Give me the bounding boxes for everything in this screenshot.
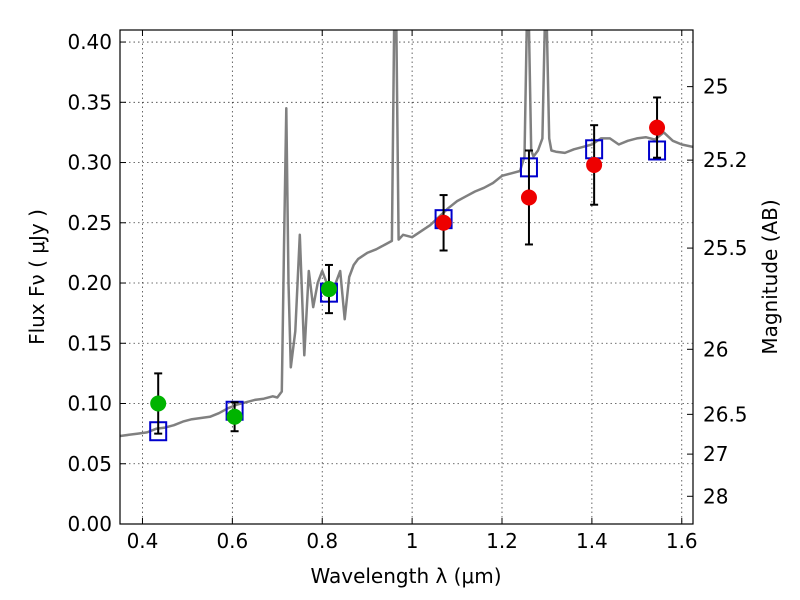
near-ir-observations-marker: [586, 156, 603, 173]
magnitude-tick-label: 25: [703, 75, 728, 99]
plot-frame: [119, 29, 694, 525]
magnitude-tick-label: 27: [703, 442, 728, 466]
x-tick-label: 1: [406, 529, 419, 553]
optical-observations-marker: [226, 408, 243, 425]
magnitude-tick-label: 25.2: [703, 148, 748, 172]
x-tick-label: 0.8: [306, 529, 338, 553]
y-axis-right-label: Magnitude (AB): [758, 199, 782, 354]
y-tick-label: 0.25: [67, 211, 112, 235]
y-tick-label: 0.35: [67, 90, 112, 114]
x-tick-label: 1.2: [486, 529, 518, 553]
y-tick-label: 0.40: [67, 30, 112, 54]
grid: [120, 30, 693, 525]
near-ir-observations-marker: [520, 189, 537, 206]
x-tick-label: 0.4: [127, 529, 159, 553]
y-tick-label: 0.05: [67, 452, 112, 476]
y-tick-label: 0.10: [67, 392, 112, 416]
near-ir-observations-marker: [649, 119, 666, 136]
magnitude-tick-label: 25.5: [703, 236, 748, 260]
x-tick-label: 1.6: [666, 529, 698, 553]
plot-area: [120, 30, 693, 442]
y-tick-label: 0.00: [67, 512, 112, 536]
x-tick-label: 0.6: [216, 529, 248, 553]
y-tick-label: 0.20: [67, 271, 112, 295]
x-axis-label: Wavelength λ (μm): [310, 564, 501, 588]
magnitude-tick-label: 26.5: [703, 402, 748, 426]
magnitude-tick-label: 28: [703, 484, 728, 508]
model-spectrum-line: [120, 30, 693, 438]
optical-observations-marker: [320, 281, 337, 298]
y-axis-label: Flux Fν ( μJy ): [25, 209, 49, 345]
optical-observations-marker: [150, 395, 167, 412]
near-ir-observations-marker: [435, 214, 452, 231]
axis-ticks: 0.4 0.6 0.8 1 1.2 1.4 1.6 0.00 0.05 0.10 0.15 0.20 0…: [67, 30, 748, 553]
x-tick-label: 1.4: [576, 529, 608, 553]
y-tick-label: 0.15: [67, 331, 112, 355]
y-tick-label: 0.30: [67, 151, 112, 175]
magnitude-tick-label: 26: [703, 337, 728, 361]
